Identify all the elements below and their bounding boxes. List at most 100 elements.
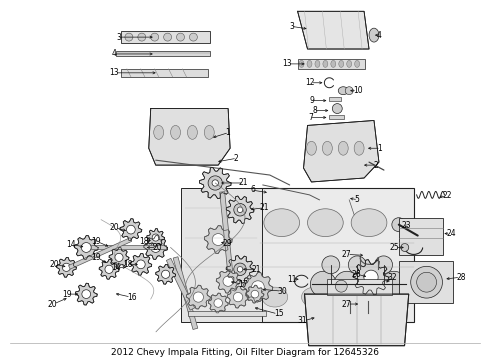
Text: 29: 29 (222, 239, 232, 248)
Bar (399, 218, 443, 255)
Text: 7: 7 (309, 113, 314, 122)
Polygon shape (204, 226, 232, 253)
Text: 9: 9 (310, 96, 315, 105)
Bar (329, 96, 341, 100)
Ellipse shape (264, 209, 299, 237)
Ellipse shape (212, 180, 219, 186)
Text: 11: 11 (287, 275, 296, 284)
Text: 20: 20 (48, 300, 57, 309)
Polygon shape (220, 192, 233, 271)
Text: 28: 28 (456, 273, 466, 282)
Ellipse shape (193, 292, 203, 302)
Text: 14: 14 (67, 240, 76, 249)
Ellipse shape (151, 33, 159, 41)
Ellipse shape (416, 272, 437, 292)
Text: 22: 22 (442, 192, 452, 201)
Text: 15: 15 (274, 310, 283, 319)
Text: 12: 12 (305, 78, 315, 87)
Polygon shape (69, 238, 132, 269)
Polygon shape (227, 286, 249, 308)
Text: 10: 10 (353, 86, 363, 95)
Polygon shape (120, 219, 142, 240)
Bar (180, 188, 262, 322)
Text: 13: 13 (282, 59, 292, 68)
Ellipse shape (307, 141, 317, 155)
Text: 2012 Chevy Impala Fitting, Oil Filter Diagram for 12645326: 2012 Chevy Impala Fitting, Oil Filter Di… (111, 348, 379, 357)
Ellipse shape (188, 125, 197, 139)
Text: 2: 2 (373, 161, 378, 170)
Ellipse shape (381, 287, 407, 307)
Text: 17: 17 (238, 280, 247, 289)
Ellipse shape (355, 60, 360, 67)
Text: 26: 26 (351, 270, 361, 279)
Ellipse shape (190, 33, 197, 41)
Polygon shape (144, 235, 168, 260)
Ellipse shape (81, 243, 91, 252)
Ellipse shape (138, 33, 146, 41)
Ellipse shape (237, 207, 243, 212)
Polygon shape (246, 285, 264, 303)
Polygon shape (353, 260, 389, 295)
Bar (189, 311, 266, 316)
Bar (121, 31, 210, 43)
Ellipse shape (322, 141, 332, 155)
Ellipse shape (307, 60, 312, 67)
Polygon shape (243, 272, 273, 302)
Polygon shape (303, 121, 379, 182)
Text: 1: 1 (225, 128, 230, 137)
Ellipse shape (331, 60, 336, 67)
Bar (329, 114, 344, 120)
Polygon shape (208, 293, 228, 313)
Text: 1: 1 (377, 144, 382, 153)
Ellipse shape (323, 60, 328, 67)
Ellipse shape (310, 271, 336, 297)
Ellipse shape (348, 256, 366, 274)
Text: 25: 25 (389, 243, 399, 252)
Polygon shape (187, 285, 210, 309)
Text: 32: 32 (387, 273, 397, 282)
Ellipse shape (237, 266, 243, 272)
Ellipse shape (126, 225, 135, 234)
Ellipse shape (212, 234, 224, 246)
Polygon shape (226, 256, 254, 283)
Polygon shape (149, 109, 230, 165)
Ellipse shape (234, 203, 246, 216)
Ellipse shape (322, 256, 340, 274)
Text: 3: 3 (116, 33, 121, 42)
Ellipse shape (351, 209, 387, 237)
Text: 21: 21 (260, 203, 270, 212)
Text: 30: 30 (278, 287, 288, 296)
Text: 16: 16 (127, 293, 137, 302)
Text: 4: 4 (112, 49, 117, 58)
Ellipse shape (401, 243, 409, 251)
Ellipse shape (62, 263, 71, 271)
Ellipse shape (341, 287, 367, 307)
Text: 19: 19 (92, 237, 101, 246)
Ellipse shape (369, 28, 379, 42)
Ellipse shape (209, 176, 222, 189)
Ellipse shape (162, 270, 170, 278)
Text: 19: 19 (62, 289, 72, 298)
Ellipse shape (299, 60, 304, 67)
Ellipse shape (345, 87, 353, 95)
Text: 8: 8 (313, 106, 318, 115)
Ellipse shape (358, 271, 383, 297)
Polygon shape (199, 167, 231, 199)
Ellipse shape (375, 256, 392, 274)
Text: 20: 20 (50, 260, 59, 269)
Ellipse shape (411, 266, 442, 298)
Ellipse shape (354, 141, 364, 155)
Polygon shape (216, 269, 240, 293)
Ellipse shape (154, 125, 164, 139)
Ellipse shape (392, 218, 406, 231)
Text: 27: 27 (342, 250, 351, 259)
Ellipse shape (262, 287, 288, 307)
Ellipse shape (233, 292, 243, 302)
Bar (260, 188, 414, 322)
Text: 20: 20 (153, 243, 162, 252)
Ellipse shape (214, 299, 222, 307)
Bar (399, 261, 453, 303)
Ellipse shape (136, 260, 145, 269)
Polygon shape (156, 264, 175, 284)
Text: 2: 2 (233, 154, 238, 163)
